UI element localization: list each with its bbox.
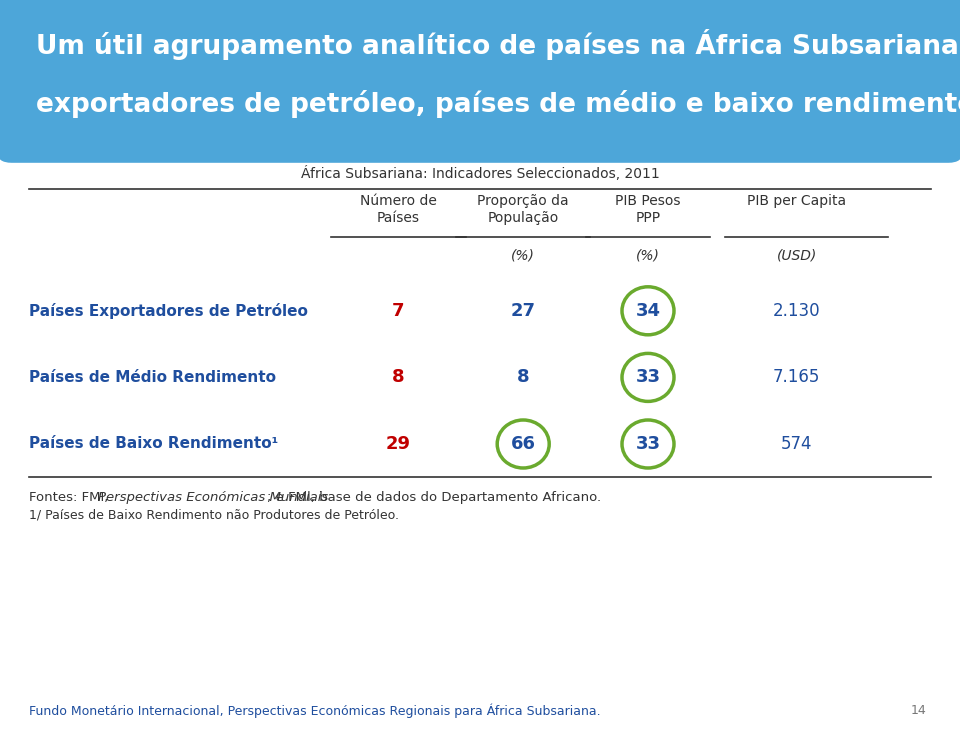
Text: Fundo Monetário Internacional, Perspectivas Económicas Regionais para África Sub: Fundo Monetário Internacional, Perspecti… [29, 703, 600, 718]
Text: Países de Baixo Rendimento¹: Países de Baixo Rendimento¹ [29, 437, 278, 451]
Text: 8: 8 [516, 369, 530, 386]
Text: 14: 14 [911, 704, 926, 717]
Text: 8: 8 [392, 369, 405, 386]
Text: 574: 574 [781, 435, 812, 453]
Text: (%): (%) [636, 249, 660, 262]
Text: (USD): (USD) [777, 249, 817, 262]
Text: 33: 33 [636, 369, 660, 386]
Text: 29: 29 [386, 435, 411, 453]
Text: 33: 33 [636, 435, 660, 453]
Text: PIB per Capita: PIB per Capita [747, 195, 847, 208]
Text: 2.130: 2.130 [773, 302, 821, 320]
Text: Países de Médio Rendimento: Países de Médio Rendimento [29, 370, 276, 385]
Text: Proporção da: Proporção da [477, 195, 569, 208]
Text: PPP: PPP [636, 211, 660, 224]
Text: Perspectivas Económicas Mundiais: Perspectivas Económicas Mundiais [98, 491, 328, 504]
Text: 27: 27 [511, 302, 536, 320]
Text: Países Exportadores de Petróleo: Países Exportadores de Petróleo [29, 303, 307, 319]
Text: 7.165: 7.165 [773, 369, 821, 386]
Text: PIB Pesos: PIB Pesos [615, 195, 681, 208]
Text: 34: 34 [636, 302, 660, 320]
Text: Países: Países [377, 211, 420, 224]
Text: 1/ Países de Baixo Rendimento não Produtores de Petróleo.: 1/ Países de Baixo Rendimento não Produt… [29, 508, 398, 522]
Text: 7: 7 [392, 302, 405, 320]
Text: (%): (%) [512, 249, 535, 262]
Text: África Subsariana: Indicadores Seleccionados, 2011: África Subsariana: Indicadores Seleccion… [300, 166, 660, 181]
Text: ; e FMI, base de dados do Departamento Africano.: ; e FMI, base de dados do Departamento A… [267, 491, 601, 504]
Text: Número de: Número de [360, 195, 437, 208]
Text: 66: 66 [511, 435, 536, 453]
Text: Um útil agrupamento analítico de países na África Subsariana:: Um útil agrupamento analítico de países … [36, 29, 960, 60]
Text: Fontes: FMI,: Fontes: FMI, [29, 491, 112, 504]
Text: exportadores de petróleo, países de médio e baixo rendimento: exportadores de petróleo, países de médi… [36, 90, 960, 118]
Text: População: População [488, 211, 559, 224]
